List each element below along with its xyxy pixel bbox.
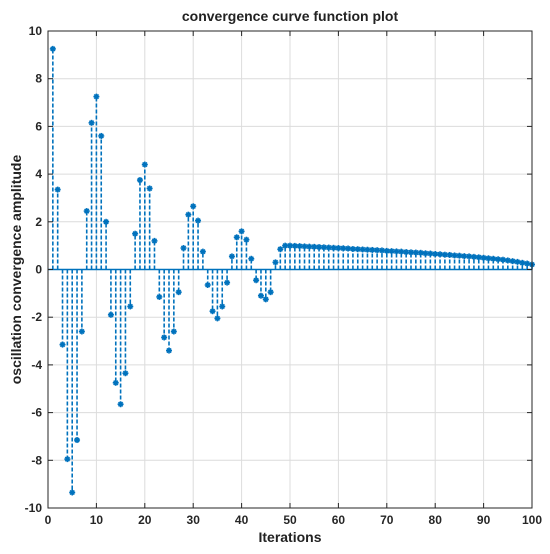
stem-marker — [296, 243, 303, 250]
stem-marker — [107, 311, 114, 318]
y-tick-label: 8 — [35, 72, 42, 86]
y-tick-label: 0 — [35, 263, 42, 277]
chart-title: convergence curve function plot — [182, 8, 399, 24]
stem-marker — [98, 132, 105, 139]
stem-marker — [408, 249, 414, 256]
stem-marker — [243, 236, 250, 243]
stem-marker — [190, 203, 197, 210]
stem-marker — [214, 315, 221, 322]
stem-marker — [166, 347, 172, 354]
stem-marker — [320, 244, 327, 251]
stem-marker — [282, 242, 289, 249]
stem-marker — [170, 328, 177, 335]
axis-ticks: 0 10 20 30 40 50 60 70 80 90 100 -10 -8 -6 -4 -2 0 2 4 6 8 10 — [25, 24, 543, 527]
stem-marker — [78, 328, 85, 335]
stem-marker — [195, 217, 202, 224]
x-tick-label: 80 — [429, 513, 443, 527]
stem-marker — [161, 334, 168, 341]
y-tick-label: -4 — [31, 358, 42, 372]
stem-marker — [127, 303, 134, 310]
stem-marker — [272, 259, 279, 266]
stem-marker — [83, 208, 90, 215]
stem-marker — [277, 246, 284, 253]
stem-marker — [369, 246, 376, 253]
stem-marker — [175, 289, 182, 296]
y-tick-label: -6 — [31, 406, 42, 420]
stem-marker — [335, 245, 342, 252]
x-tick-label: 60 — [332, 513, 346, 527]
stem-marker — [117, 401, 124, 408]
stem-marker — [103, 218, 110, 225]
stem-marker — [136, 177, 143, 184]
stem-marker — [64, 456, 71, 463]
stem-marker — [427, 250, 434, 257]
stem-marker — [112, 379, 119, 386]
stem-marker — [316, 244, 323, 251]
y-tick-label: 6 — [35, 119, 42, 133]
stem-marker — [151, 237, 158, 244]
stem-marker — [49, 45, 56, 52]
stem-marker — [233, 234, 240, 241]
stem-marker — [228, 253, 235, 260]
stem-marker — [88, 119, 95, 126]
stem-marker — [514, 258, 521, 265]
y-axis-label: oscillation convergence amplitude — [8, 155, 24, 385]
stem-marker — [204, 282, 211, 289]
stem-marker — [122, 370, 129, 377]
stem-marker — [59, 341, 66, 348]
x-tick-label: 0 — [45, 513, 52, 527]
stem-marker — [93, 93, 100, 100]
stem-marker — [262, 296, 269, 303]
stem-marker — [219, 303, 226, 310]
stem-marker — [224, 279, 231, 286]
x-tick-label: 70 — [380, 513, 394, 527]
stem-series — [48, 45, 535, 496]
stem-marker — [209, 308, 216, 315]
y-tick-label: -10 — [25, 501, 43, 515]
y-tick-label: -2 — [31, 310, 42, 324]
stem-marker — [519, 259, 526, 266]
stem-marker — [248, 255, 255, 262]
stem-marker — [74, 437, 81, 444]
stem-marker — [199, 248, 206, 255]
y-tick-label: 10 — [29, 24, 43, 38]
y-tick-label: -8 — [31, 453, 42, 467]
x-tick-label: 30 — [187, 513, 201, 527]
stem-marker — [54, 186, 61, 193]
stem-marker — [146, 185, 153, 192]
x-tick-label: 50 — [283, 513, 297, 527]
stem-marker — [238, 228, 245, 235]
stem-marker — [185, 211, 192, 218]
stem-marker — [156, 293, 163, 300]
y-tick-label: 2 — [35, 215, 42, 229]
stem-marker — [69, 489, 76, 496]
stem-marker — [253, 277, 260, 284]
stem-marker — [480, 254, 487, 261]
stem-marker — [132, 230, 139, 237]
stem-marker — [257, 292, 264, 299]
x-tick-label: 100 — [522, 513, 542, 527]
stem-marker — [141, 161, 148, 168]
x-tick-label: 90 — [477, 513, 491, 527]
x-axis-label: Iterations — [258, 529, 321, 545]
stem-marker — [378, 247, 385, 254]
stem-marker — [524, 260, 531, 267]
stem-marker — [267, 289, 274, 296]
x-tick-label: 40 — [235, 513, 249, 527]
x-tick-label: 10 — [90, 513, 104, 527]
stem-marker — [180, 245, 187, 252]
x-tick-label: 20 — [138, 513, 152, 527]
y-tick-label: 4 — [35, 167, 42, 181]
